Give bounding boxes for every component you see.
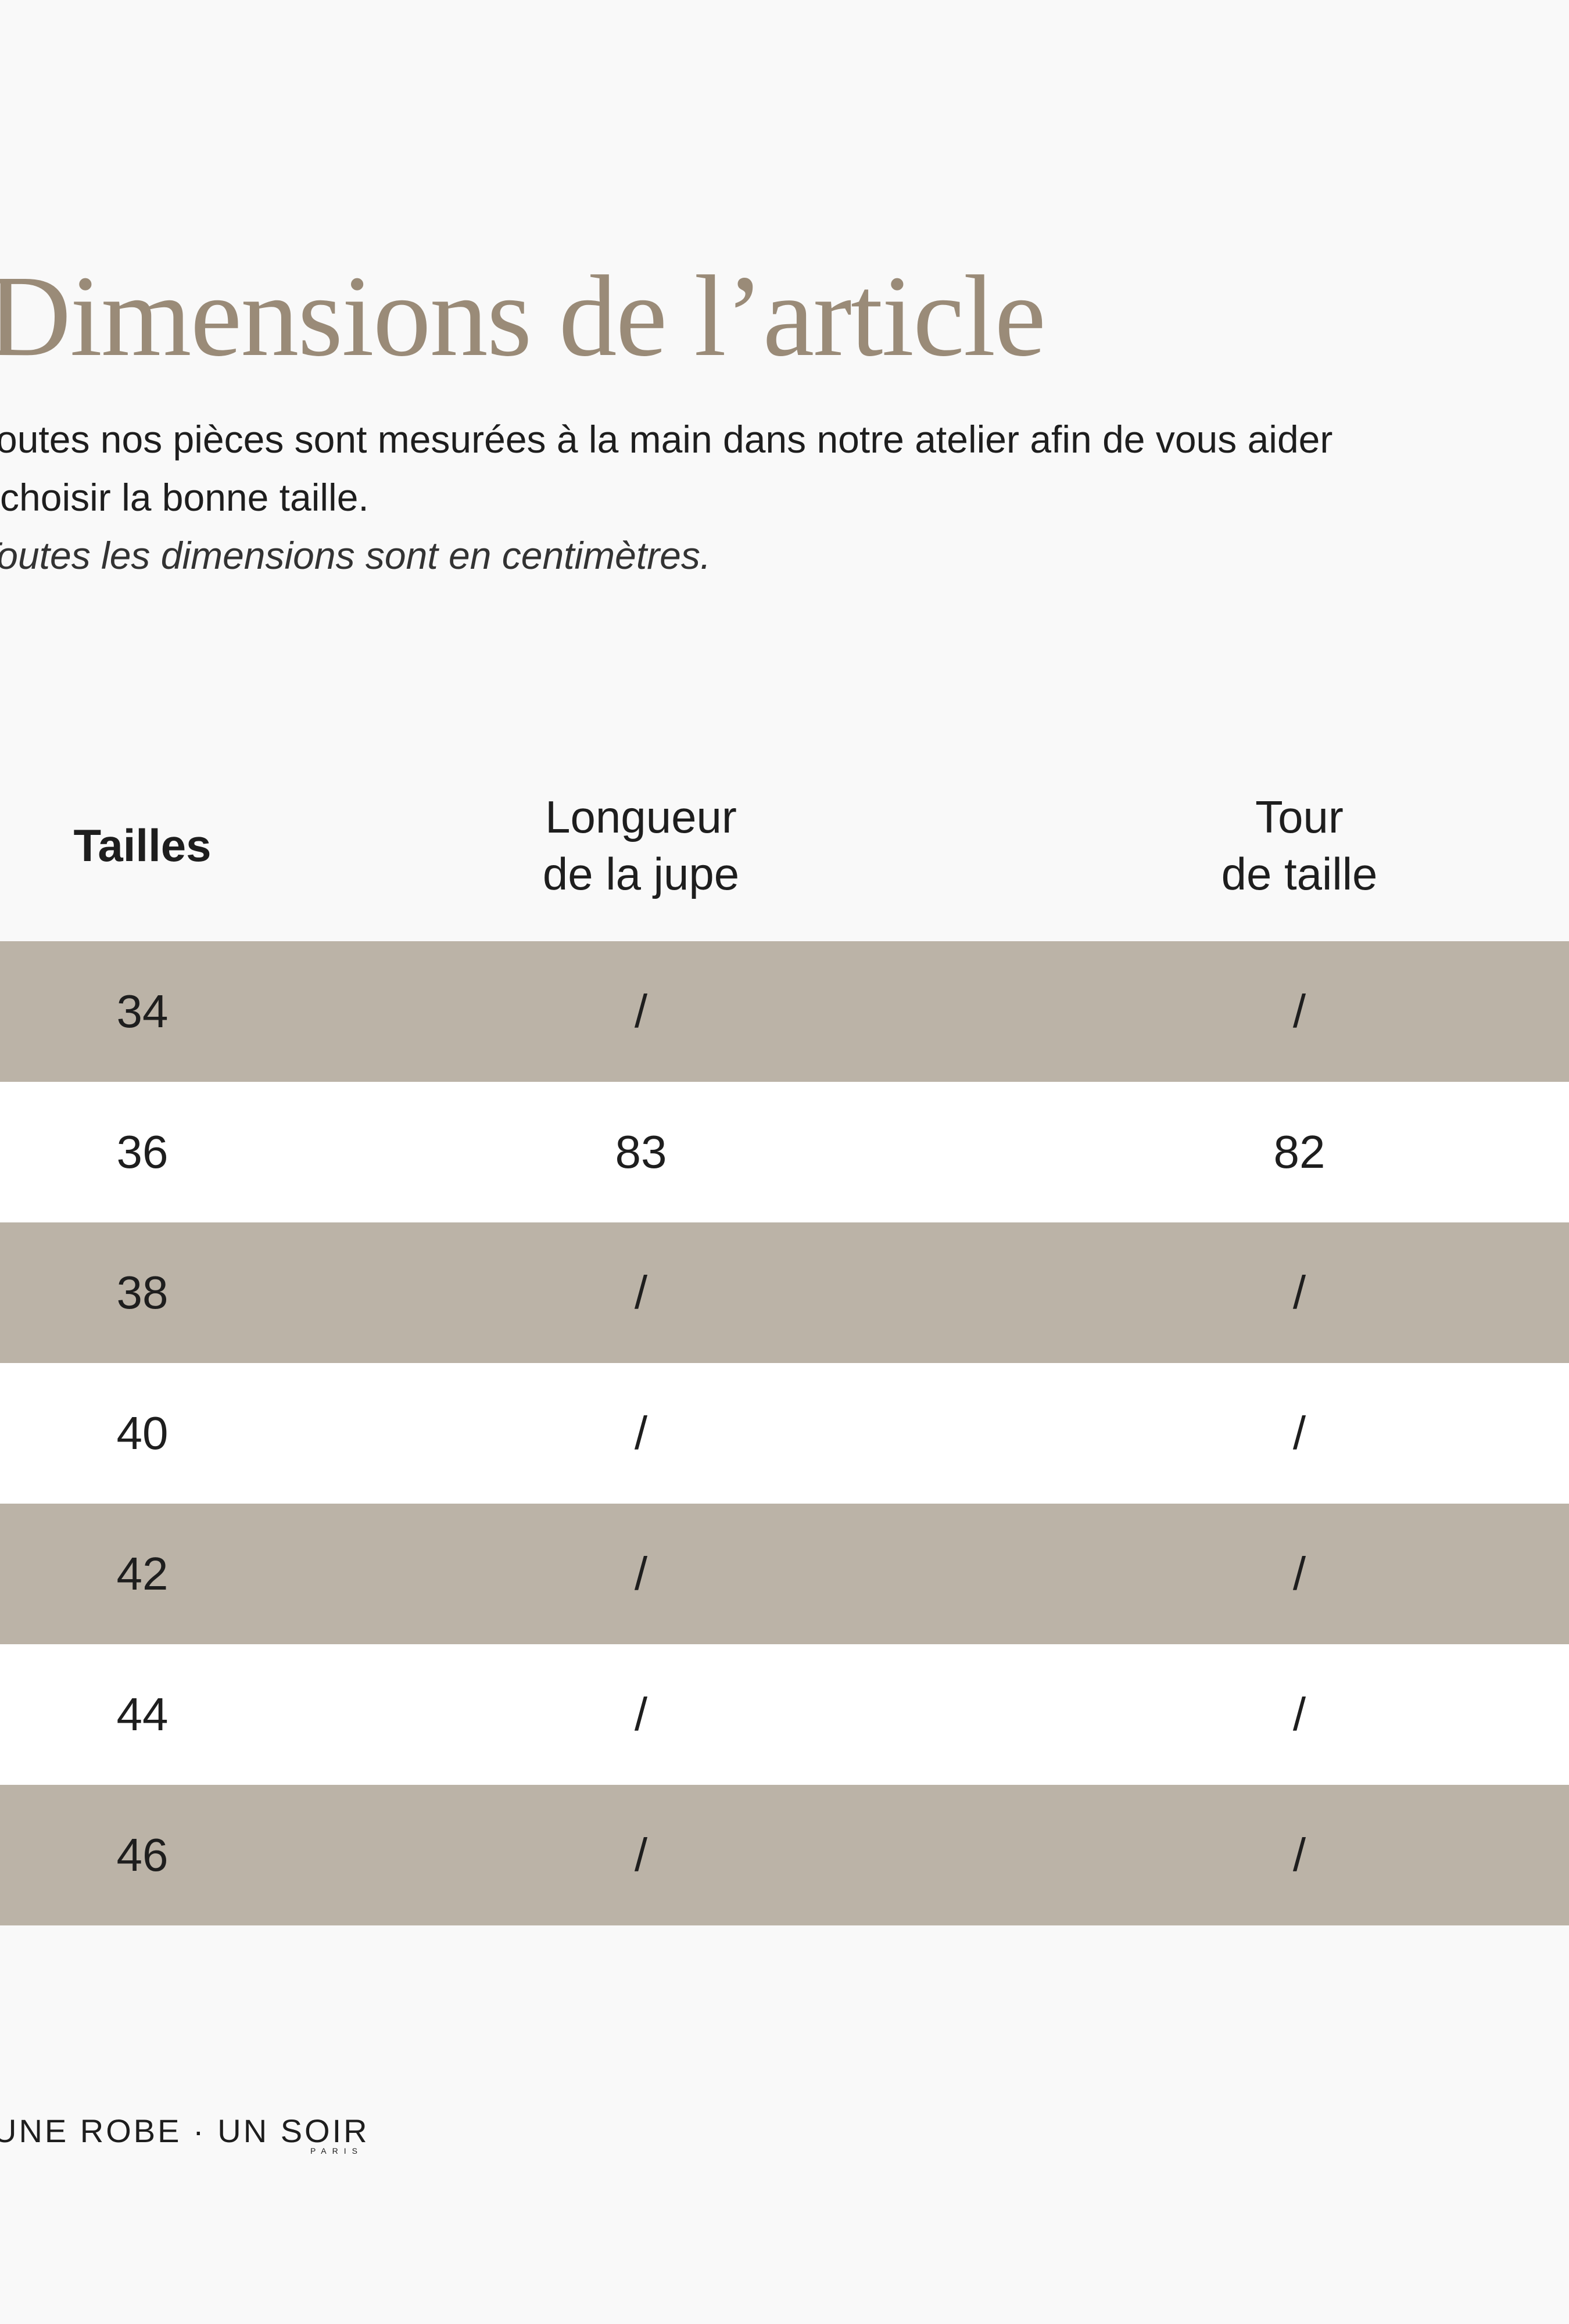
table-cell: 44 [116,1688,169,1740]
table-cell: / [1292,1829,1306,1881]
table-cell: / [1292,985,1306,1037]
table-cell: / [1292,1267,1306,1318]
column-header: de taille [1221,848,1378,899]
column-header: Tailles [73,820,212,871]
table-cell: 36 [116,1126,169,1178]
table-cell: / [1292,1688,1306,1740]
table-cell: 82 [1273,1126,1326,1178]
table-cell: / [634,1407,648,1459]
title: Dimensions de l’article [0,252,1046,381]
intro-line: à choisir la bonne taille. [0,476,369,519]
column-header: Tour [1255,791,1344,842]
table-cell: 42 [116,1548,169,1599]
table-cell: / [1292,1548,1306,1599]
table-cell: 38 [116,1267,169,1318]
table-cell: / [634,985,648,1037]
brand-logo: UNE ROBE · UN SOIR [0,2113,370,2149]
table-row: 34 / / [0,941,1569,1082]
column-header: Longueur [545,791,737,842]
intro-line: Toutes nos pièces sont mesurées à la mai… [0,418,1333,461]
table-cell: / [634,1829,648,1881]
table-row: 42 / / [0,1504,1569,1644]
table-cell: 40 [116,1407,169,1459]
brand-city: PARIS [310,2146,363,2156]
table-cell: 46 [116,1829,169,1881]
table-row: 36 83 82 [0,1082,1569,1222]
table-cell: / [1292,1407,1306,1459]
table-row: 44 / / [0,1644,1569,1785]
table-row: 46 / / [0,1785,1569,1925]
table-cell: / [634,1267,648,1318]
table-cell: / [634,1688,648,1740]
table-row: 40 / / [0,1363,1569,1504]
table-cell: 34 [116,985,169,1037]
table-cell: / [634,1548,648,1599]
table-cell: 83 [615,1126,667,1178]
column-header: de la jupe [542,848,740,899]
table-row: 38 / / [0,1222,1569,1363]
note: Toutes les dimensions sont en centimètre… [0,534,711,577]
